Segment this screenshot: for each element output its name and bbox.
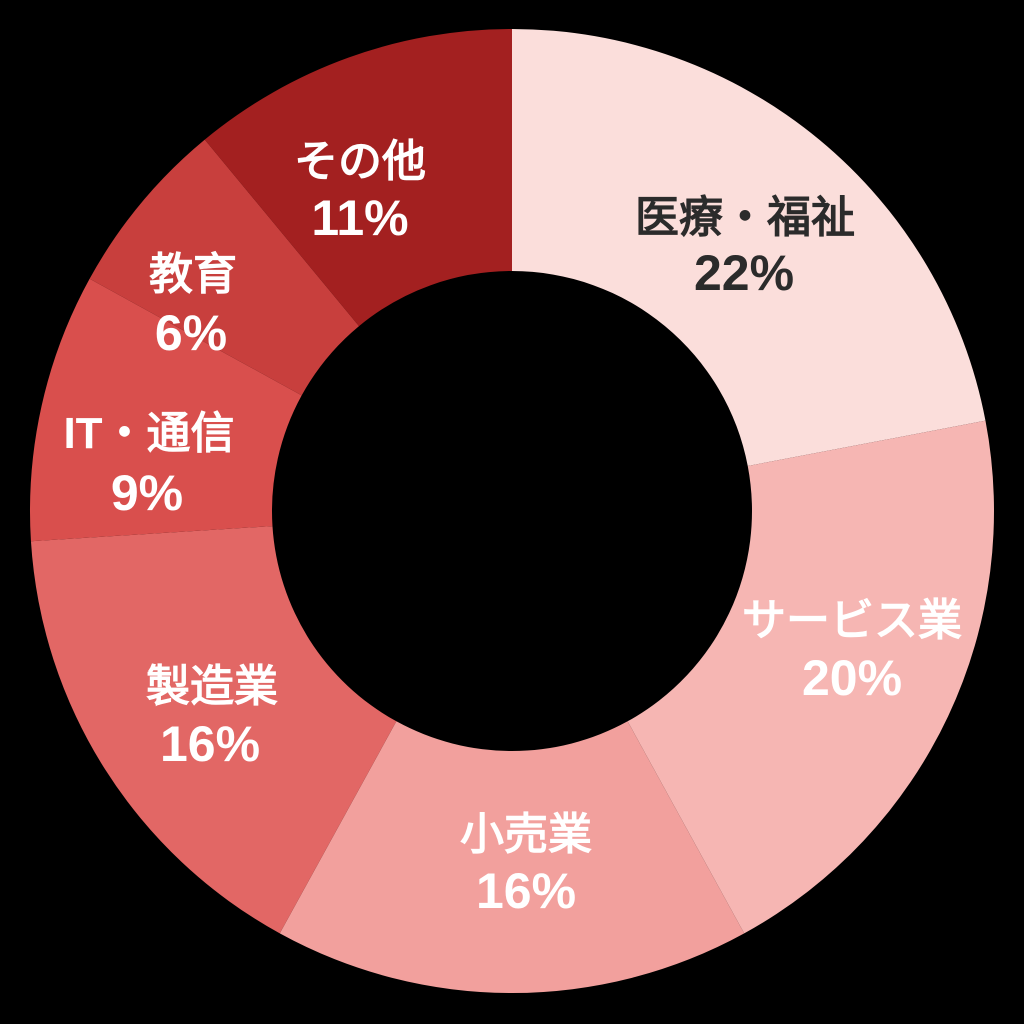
svg-text:教育: 教育 [149, 250, 237, 299]
svg-text:医療・福祉: 医療・福祉 [635, 193, 855, 242]
svg-text:IT・通信: IT・通信 [63, 409, 234, 458]
svg-text:16%: 16% [476, 863, 576, 919]
svg-text:その他: その他 [294, 137, 426, 186]
svg-text:22%: 22% [694, 245, 794, 301]
svg-text:20%: 20% [802, 650, 902, 706]
svg-text:16%: 16% [160, 716, 260, 772]
svg-text:小売業: 小売業 [460, 810, 592, 859]
svg-text:6%: 6% [155, 305, 227, 361]
svg-text:製造業: 製造業 [146, 662, 278, 711]
svg-text:サービス業: サービス業 [742, 596, 962, 645]
svg-text:9%: 9% [111, 465, 183, 521]
svg-text:11%: 11% [311, 190, 408, 246]
